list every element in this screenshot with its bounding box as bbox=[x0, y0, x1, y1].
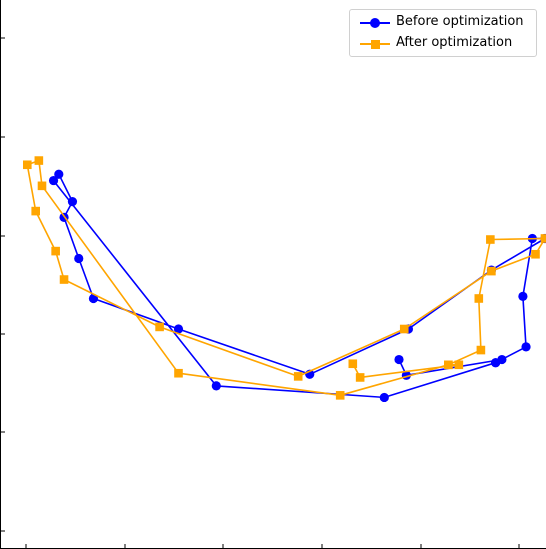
data-point-0-15 bbox=[67, 197, 78, 207]
data-point-0-13 bbox=[74, 253, 84, 264]
data-point-1-18 bbox=[37, 181, 47, 191]
data-point-1-10 bbox=[399, 324, 409, 334]
legend-label-after: After optimization bbox=[396, 35, 513, 50]
data-point-1-9 bbox=[487, 266, 496, 276]
data-point-1-1 bbox=[355, 373, 365, 382]
series-line-1 bbox=[26, 159, 546, 397]
data-point-1-0 bbox=[348, 359, 358, 369]
series-1 bbox=[23, 156, 546, 400]
legend-label-before: Before optimization bbox=[396, 14, 524, 29]
data-point-0-18 bbox=[211, 381, 221, 391]
data-point-0-19 bbox=[379, 392, 389, 403]
data-point-1-20 bbox=[335, 391, 345, 400]
legend-marker-square bbox=[371, 40, 380, 49]
data-point-1-15 bbox=[31, 206, 40, 216]
data-point-1-7 bbox=[540, 234, 546, 243]
data-point-1-21 bbox=[444, 360, 453, 370]
series-layer bbox=[23, 156, 546, 403]
data-point-0-4 bbox=[521, 342, 531, 352]
data-point-1-4 bbox=[476, 345, 486, 355]
data-point-0-11 bbox=[173, 324, 184, 334]
legend: Before optimization After optimization bbox=[349, 9, 537, 57]
data-point-0-5 bbox=[518, 291, 528, 301]
series-0 bbox=[48, 169, 546, 403]
data-point-0-17 bbox=[48, 175, 59, 186]
data-point-1-17 bbox=[34, 156, 44, 165]
data-point-1-16 bbox=[23, 160, 32, 170]
data-point-1-11 bbox=[293, 372, 303, 381]
data-point-1-6 bbox=[486, 235, 495, 244]
data-point-1-5 bbox=[474, 294, 484, 303]
data-point-1-8 bbox=[531, 249, 540, 259]
data-point-1-19 bbox=[174, 368, 183, 378]
data-point-1-14 bbox=[51, 246, 60, 256]
series-line-0 bbox=[52, 173, 546, 399]
legend-marker-circle bbox=[370, 18, 380, 28]
legend-item-after: After optimization bbox=[350, 34, 536, 54]
data-point-1-12 bbox=[155, 322, 164, 332]
data-point-0-0 bbox=[394, 354, 404, 365]
data-point-0-16 bbox=[54, 169, 64, 179]
data-point-0-12 bbox=[88, 293, 99, 304]
legend-item-before: Before optimization bbox=[350, 13, 536, 33]
data-point-1-13 bbox=[59, 275, 69, 284]
data-point-0-20 bbox=[491, 358, 501, 368]
data-point-1-2 bbox=[454, 360, 464, 370]
